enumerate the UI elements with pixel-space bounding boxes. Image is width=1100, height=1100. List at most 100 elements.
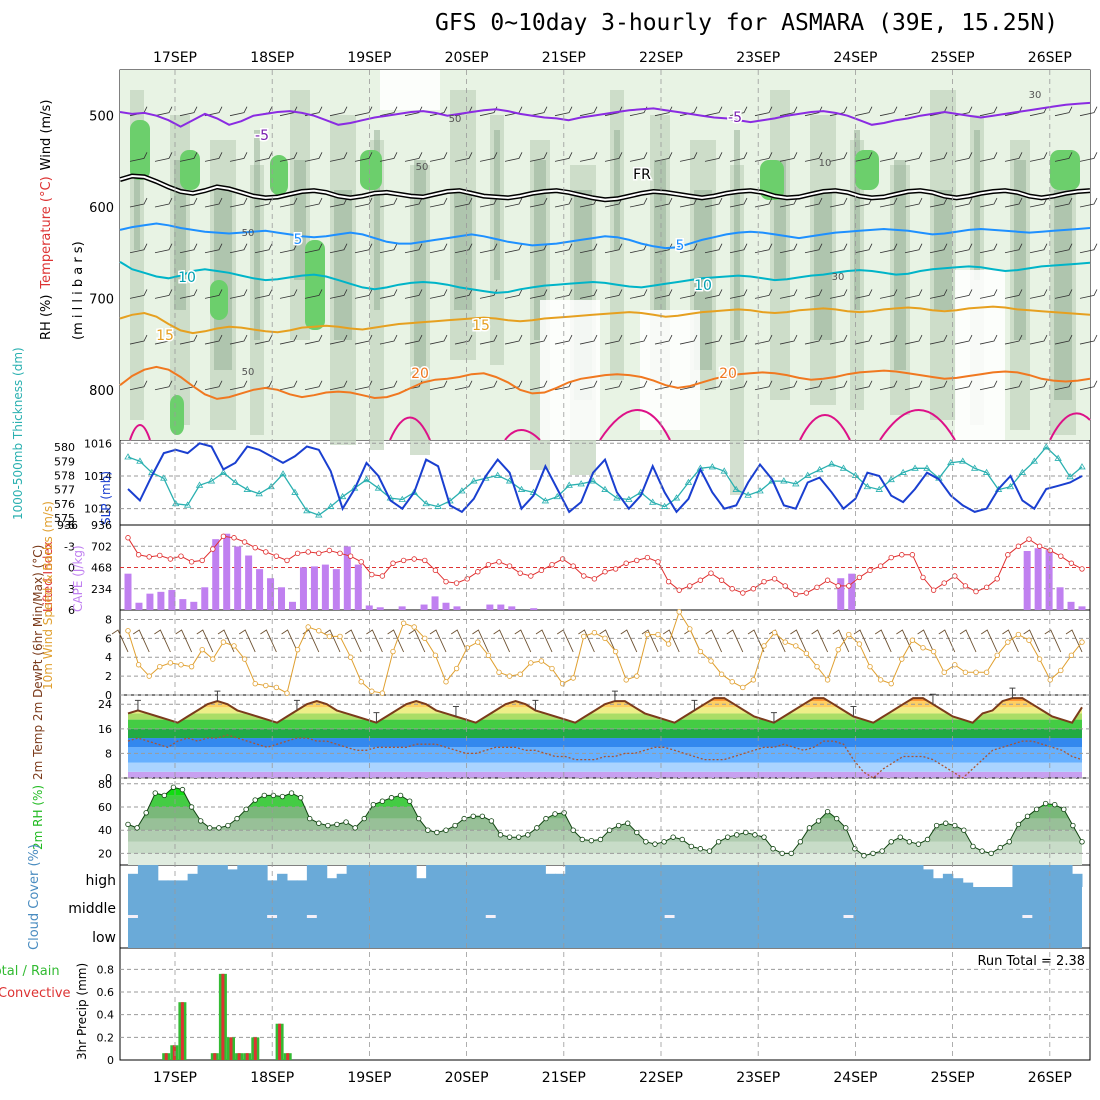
rh-point [334, 821, 340, 828]
wind-barb [579, 334, 598, 345]
y-tick-thickness: 576 [54, 498, 75, 511]
wind-barb [354, 243, 373, 254]
panel-frame-precip [119, 947, 1091, 1061]
date-label-bottom: 21SEP [542, 1070, 586, 1086]
cape-bar [135, 602, 143, 610]
cloud-high-bar [197, 865, 208, 887]
run-total-label: Run Total = 2.38 [977, 954, 1085, 969]
isotherm-label: 15 [156, 328, 174, 344]
cloud-high-bar [833, 865, 844, 887]
wind-speed-point [888, 680, 894, 687]
thickness-point [565, 481, 573, 488]
date-label-top: 19SEP [347, 50, 391, 66]
wind-speed-point [443, 679, 449, 685]
wind-barb [854, 243, 873, 254]
wind-speed-point [634, 673, 640, 679]
lifted-index-point [263, 549, 269, 555]
rh-band-dark [174, 160, 186, 310]
lifted-index-point [930, 587, 937, 593]
wind-barb [179, 289, 198, 299]
wind-barb [929, 380, 948, 391]
wind-barb [629, 197, 648, 208]
rh-point [788, 850, 794, 857]
rh-band-dark [214, 190, 232, 370]
wind-speed-point [475, 639, 481, 645]
temp-color-band [128, 771, 1082, 778]
rh-background [120, 70, 1090, 440]
cloud-high-bar [296, 880, 308, 887]
y-tick-temp: 8 [105, 747, 112, 760]
wind-barb [429, 334, 448, 345]
rh-band-dark [814, 190, 832, 340]
temp-color-band [128, 738, 1082, 748]
wind-barb [354, 152, 373, 162]
wind-barb [179, 152, 198, 162]
date-label-top: 23SEP [736, 50, 780, 66]
rh-contour-label: 50 [242, 228, 255, 239]
wind-barb [904, 380, 923, 391]
cloud-high-bar [744, 865, 755, 887]
cape-bar [508, 606, 516, 610]
precip-convective-bar [221, 973, 225, 1060]
date-label-top: 18SEP [250, 50, 294, 66]
lifted-index-point [612, 566, 619, 572]
wind-barb [1079, 197, 1098, 208]
y-tick-lifted-index: -6 [64, 519, 75, 532]
wind-barb [754, 289, 773, 299]
rh-point [197, 818, 204, 824]
rh-point [497, 832, 504, 838]
lifted-index-point [241, 539, 248, 545]
wind-barb-10m [196, 629, 214, 653]
lifted-index-point [644, 554, 651, 561]
wind-barb [579, 152, 598, 162]
wind-speed-point [1036, 656, 1043, 662]
temp-color-band [128, 747, 1082, 763]
cloud-high-bar [426, 865, 437, 887]
wind-barb [404, 152, 423, 162]
wind-barb [654, 289, 673, 299]
date-label-bottom: 24SEP [833, 1070, 877, 1086]
cape-bar [530, 608, 538, 610]
wind-barb [679, 289, 698, 299]
wind-barb-10m [429, 629, 447, 653]
cloud-high-bar [505, 865, 517, 887]
wind-barb [1079, 334, 1098, 345]
wind-barb-10m [811, 629, 829, 653]
thickness-point [589, 477, 597, 484]
thickness-point [577, 480, 585, 487]
lifted-index-point [888, 554, 894, 561]
lifted-index-point [771, 576, 778, 582]
rh-point [761, 834, 767, 840]
wind-barb [454, 289, 473, 299]
rh-point [488, 818, 495, 824]
rh-color-band [128, 853, 1082, 865]
wind-barb-10m [450, 629, 468, 653]
lifted-index-point [867, 567, 873, 574]
precip-convective-bar [164, 1053, 168, 1060]
wind-speed-point [983, 669, 990, 676]
cape-bar [1056, 587, 1064, 610]
thickness-point [804, 471, 812, 478]
rh-point [924, 836, 931, 843]
y-axis-label-precip: 3hr Precip (mm) [75, 963, 89, 1060]
wind-barb [229, 197, 248, 208]
lifted-index-point [634, 557, 640, 564]
slp-line [127, 442, 1083, 514]
y-axis-label-wind: 10m Wind Speed & Barbs (m/s) [41, 501, 55, 690]
wind-barb-10m [175, 629, 193, 653]
date-label-top: 25SEP [931, 50, 975, 66]
isotherm-5 [119, 222, 1091, 250]
cloud-high-bar [724, 865, 735, 887]
cloud-high-bar [634, 865, 646, 887]
cloud-high-bar [773, 865, 785, 887]
wind-barb-10m [896, 629, 913, 653]
wind-barb [329, 289, 348, 299]
precip-convective-bar [253, 1037, 257, 1060]
wind-speed-point [930, 648, 937, 655]
cloud-high-bar [614, 865, 626, 887]
wind-barb [904, 289, 923, 299]
lifted-index-point [952, 573, 958, 579]
y-tick-thickness: 579 [54, 455, 75, 468]
wind-barb [254, 334, 273, 345]
rh-point [652, 841, 658, 847]
